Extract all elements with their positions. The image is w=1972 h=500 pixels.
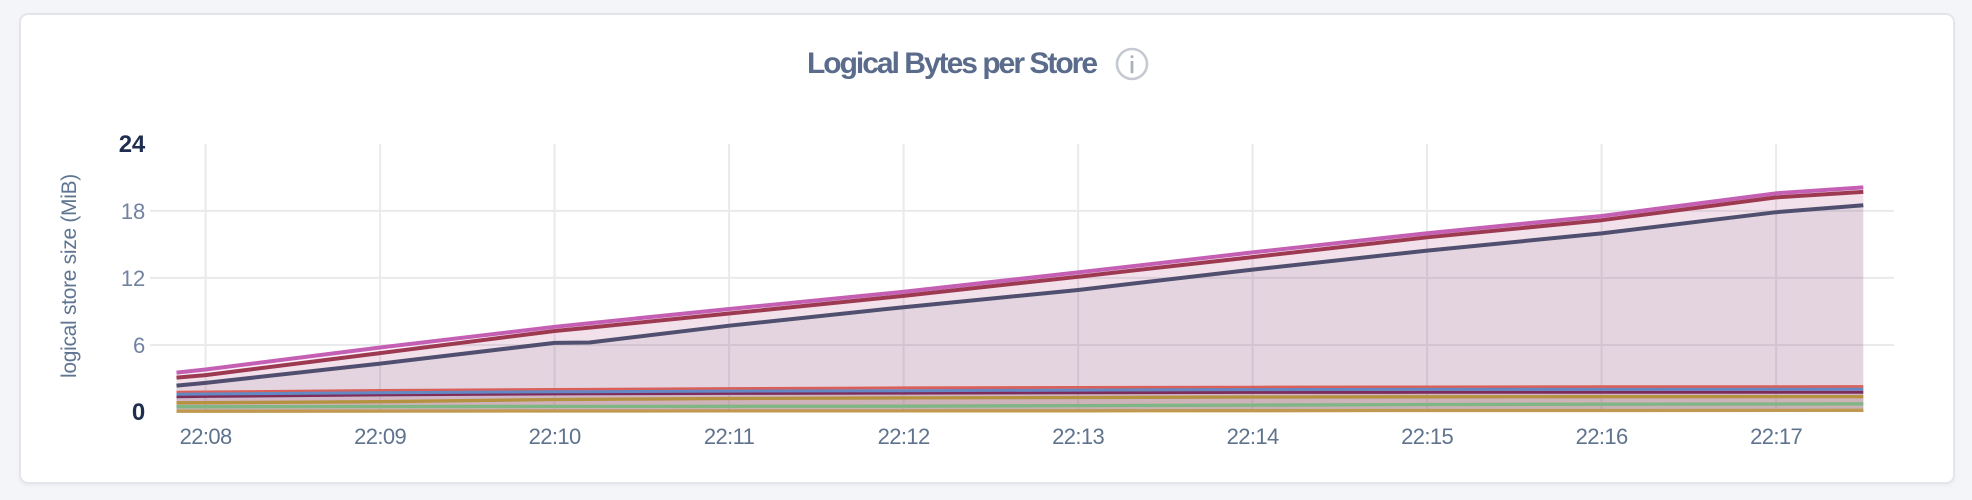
x-tick-label: 22:08 <box>180 424 232 449</box>
x-tick-label: 22:09 <box>354 424 406 449</box>
x-tick-label: 22:11 <box>704 424 755 449</box>
line-store-blue <box>176 387 1864 396</box>
area-fill-store-slate <box>176 205 1864 412</box>
chart-series-lines <box>176 185 1864 413</box>
y-tick-label: 0 <box>132 399 145 426</box>
chart-area-fills <box>176 187 1864 412</box>
y-axis-tick-labels: 24 18 12 6 0 <box>119 131 146 426</box>
line-store-tan <box>176 408 1864 413</box>
x-axis-tick-labels: 22:08 22:09 22:10 22:11 22:12 22:13 22:14 22:15… <box>180 424 1804 449</box>
info-icon[interactable] <box>1115 47 1149 81</box>
line-store-green <box>176 402 1864 409</box>
line-store-plum <box>176 390 1864 399</box>
line-store-salmon <box>176 385 1864 394</box>
y-axis-title: logical store size (MiB) <box>58 173 81 379</box>
y-tick-label: 18 <box>121 199 145 224</box>
y-tick-label: 6 <box>133 333 145 358</box>
x-tick-label: 22:10 <box>529 424 581 449</box>
line-store-maroon <box>176 189 1864 380</box>
line-store-pink <box>176 185 1864 375</box>
area-fill-store-pink <box>176 187 1864 412</box>
x-tick-label: 22:15 <box>1401 424 1453 449</box>
x-tick-label: 22:12 <box>878 424 930 449</box>
line-store-gold <box>176 394 1864 405</box>
x-tick-label: 22:14 <box>1227 424 1279 449</box>
x-tick-label: 22:13 <box>1052 424 1104 449</box>
x-tick-label: 22:17 <box>1750 424 1802 449</box>
area-fill-store-maroon <box>176 191 1864 412</box>
x-tick-label: 22:16 <box>1576 424 1628 449</box>
y-tick-label: 12 <box>121 266 145 291</box>
line-store-slate <box>176 203 1864 388</box>
y-tick-label: 24 <box>119 131 146 158</box>
